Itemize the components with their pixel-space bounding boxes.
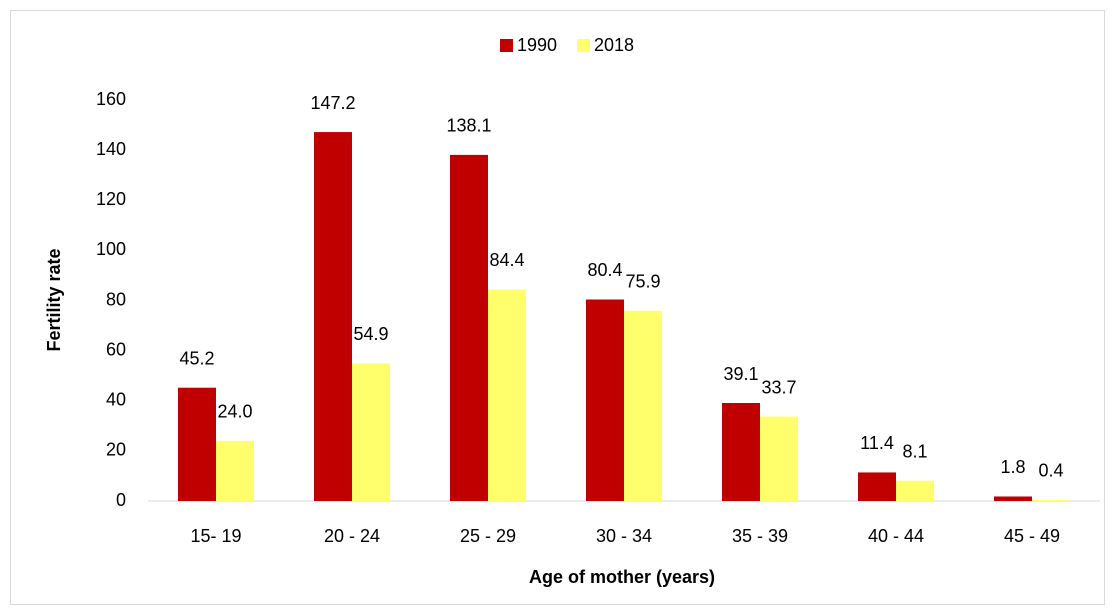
y-tick-label: 60 xyxy=(106,339,126,359)
data-label: 1.8 xyxy=(1000,457,1025,477)
bar xyxy=(858,472,896,501)
y-tick-label: 80 xyxy=(106,289,126,309)
bar xyxy=(994,496,1032,501)
data-label: 0.4 xyxy=(1038,461,1063,481)
data-label: 75.9 xyxy=(625,272,660,292)
y-tick-label: 100 xyxy=(96,239,126,259)
bar xyxy=(760,416,798,501)
data-label: 45.2 xyxy=(179,348,214,368)
legend-swatch xyxy=(500,39,513,52)
legend-label: 1990 xyxy=(517,35,557,55)
x-tick-label: 35 - 39 xyxy=(732,526,788,546)
x-tick-label: 15- 19 xyxy=(190,526,241,546)
x-tick-label: 25 - 29 xyxy=(460,526,516,546)
bar xyxy=(178,387,216,501)
x-tick-label: 45 - 49 xyxy=(1004,526,1060,546)
y-tick-label: 40 xyxy=(106,390,126,410)
y-tick-label: 160 xyxy=(96,89,126,109)
legend-swatch xyxy=(577,39,590,52)
bar xyxy=(586,299,624,501)
data-label: 54.9 xyxy=(353,324,388,344)
bar xyxy=(896,480,934,501)
bar xyxy=(624,310,662,501)
bar xyxy=(314,132,352,501)
x-axis-title: Age of mother (years) xyxy=(529,567,715,587)
data-label: 80.4 xyxy=(587,260,622,280)
bar xyxy=(488,289,526,501)
y-tick-label: 0 xyxy=(116,490,126,510)
chart-frame xyxy=(10,10,1105,605)
data-label: 8.1 xyxy=(902,441,927,461)
bar xyxy=(450,154,488,501)
x-tick-label: 40 - 44 xyxy=(868,526,924,546)
data-label: 11.4 xyxy=(860,433,894,453)
y-tick-label: 140 xyxy=(96,139,126,159)
legend-label: 2018 xyxy=(594,35,634,55)
data-label: 33.7 xyxy=(761,377,796,397)
data-label: 147.2 xyxy=(310,93,355,113)
bar xyxy=(216,440,254,501)
x-tick-label: 30 - 34 xyxy=(596,526,652,546)
y-tick-label: 120 xyxy=(96,189,126,209)
bar xyxy=(352,363,390,501)
y-tick-label: 20 xyxy=(106,440,126,460)
y-axis-title: Fertility rate xyxy=(44,248,64,351)
bar xyxy=(722,403,760,501)
data-label: 84.4 xyxy=(489,250,524,270)
bar xyxy=(1032,499,1070,501)
data-label: 138.1 xyxy=(446,116,491,136)
data-label: 39.1 xyxy=(723,364,758,384)
x-tick-label: 20 - 24 xyxy=(324,526,380,546)
data-label: 24.0 xyxy=(217,402,252,422)
